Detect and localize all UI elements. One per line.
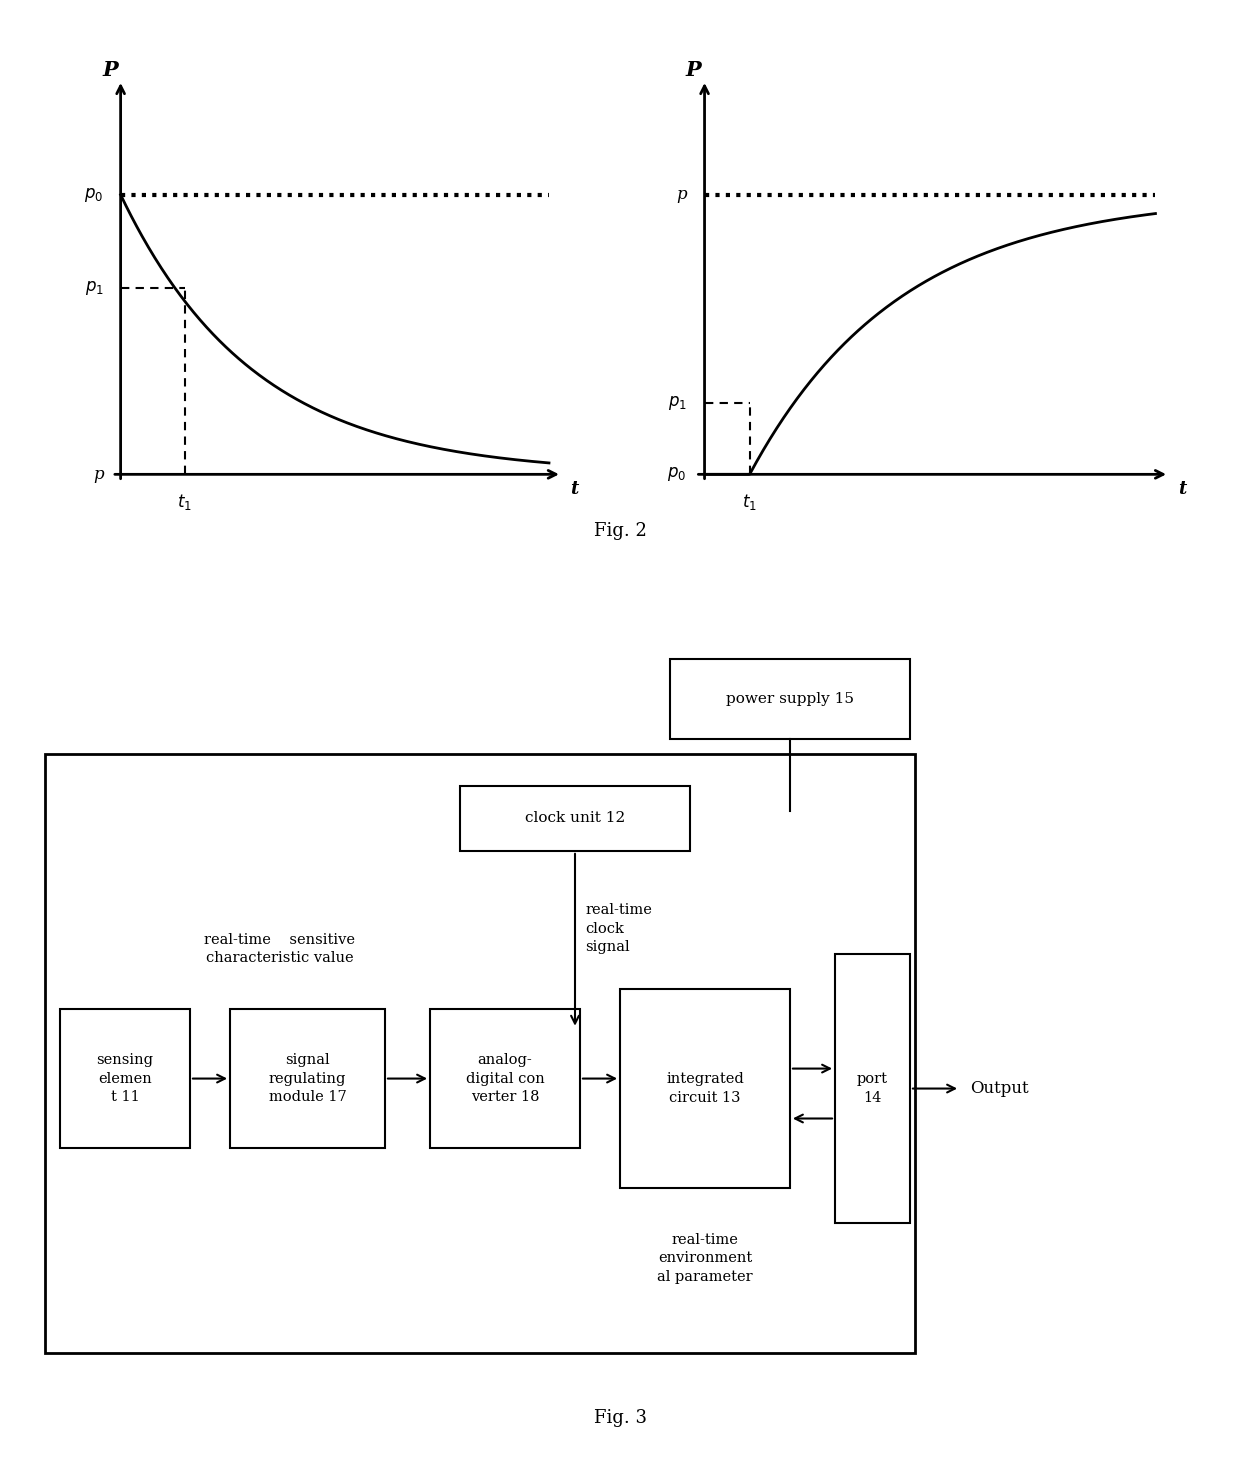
Text: t: t [570,480,579,497]
Bar [60,1009,190,1149]
Text: Fig. 2: Fig. 2 [594,522,646,539]
Text: real-time
clock
signal: real-time clock signal [585,904,652,954]
Text: real-time
environment
al parameter: real-time environment al parameter [657,1233,753,1283]
Text: $p_0$: $p_0$ [667,465,687,484]
Text: port
14: port 14 [857,1072,888,1105]
Text: P: P [686,60,701,80]
Text: integrated
circuit 13: integrated circuit 13 [666,1072,744,1105]
Text: signal
regulating
module 17: signal regulating module 17 [269,1053,346,1104]
Text: $t_1$: $t_1$ [743,493,758,512]
Text: $p_0$: $p_0$ [84,185,103,204]
Text: power supply 15: power supply 15 [725,693,854,706]
Text: $p_1$: $p_1$ [84,278,103,297]
Text: analog-
digital con
verter 18: analog- digital con verter 18 [466,1053,544,1104]
Text: clock unit 12: clock unit 12 [525,812,625,825]
Bar [229,1009,384,1149]
Text: Fig. 3: Fig. 3 [594,1408,646,1427]
Bar [45,754,915,1353]
Text: p: p [676,187,687,203]
Text: p: p [93,467,103,483]
Bar [670,659,910,739]
Text: real-time    sensitive
characteristic value: real-time sensitive characteristic value [205,933,356,965]
Text: sensing
elemen
t 11: sensing elemen t 11 [97,1053,154,1104]
Bar [460,786,689,851]
Bar [835,954,910,1223]
Text: $t_1$: $t_1$ [177,493,192,512]
Text: P: P [102,60,118,80]
Text: t: t [1178,480,1187,497]
Text: $p_1$: $p_1$ [667,394,687,411]
Bar [620,989,790,1188]
Bar [430,1009,580,1149]
Text: Output: Output [970,1080,1029,1096]
